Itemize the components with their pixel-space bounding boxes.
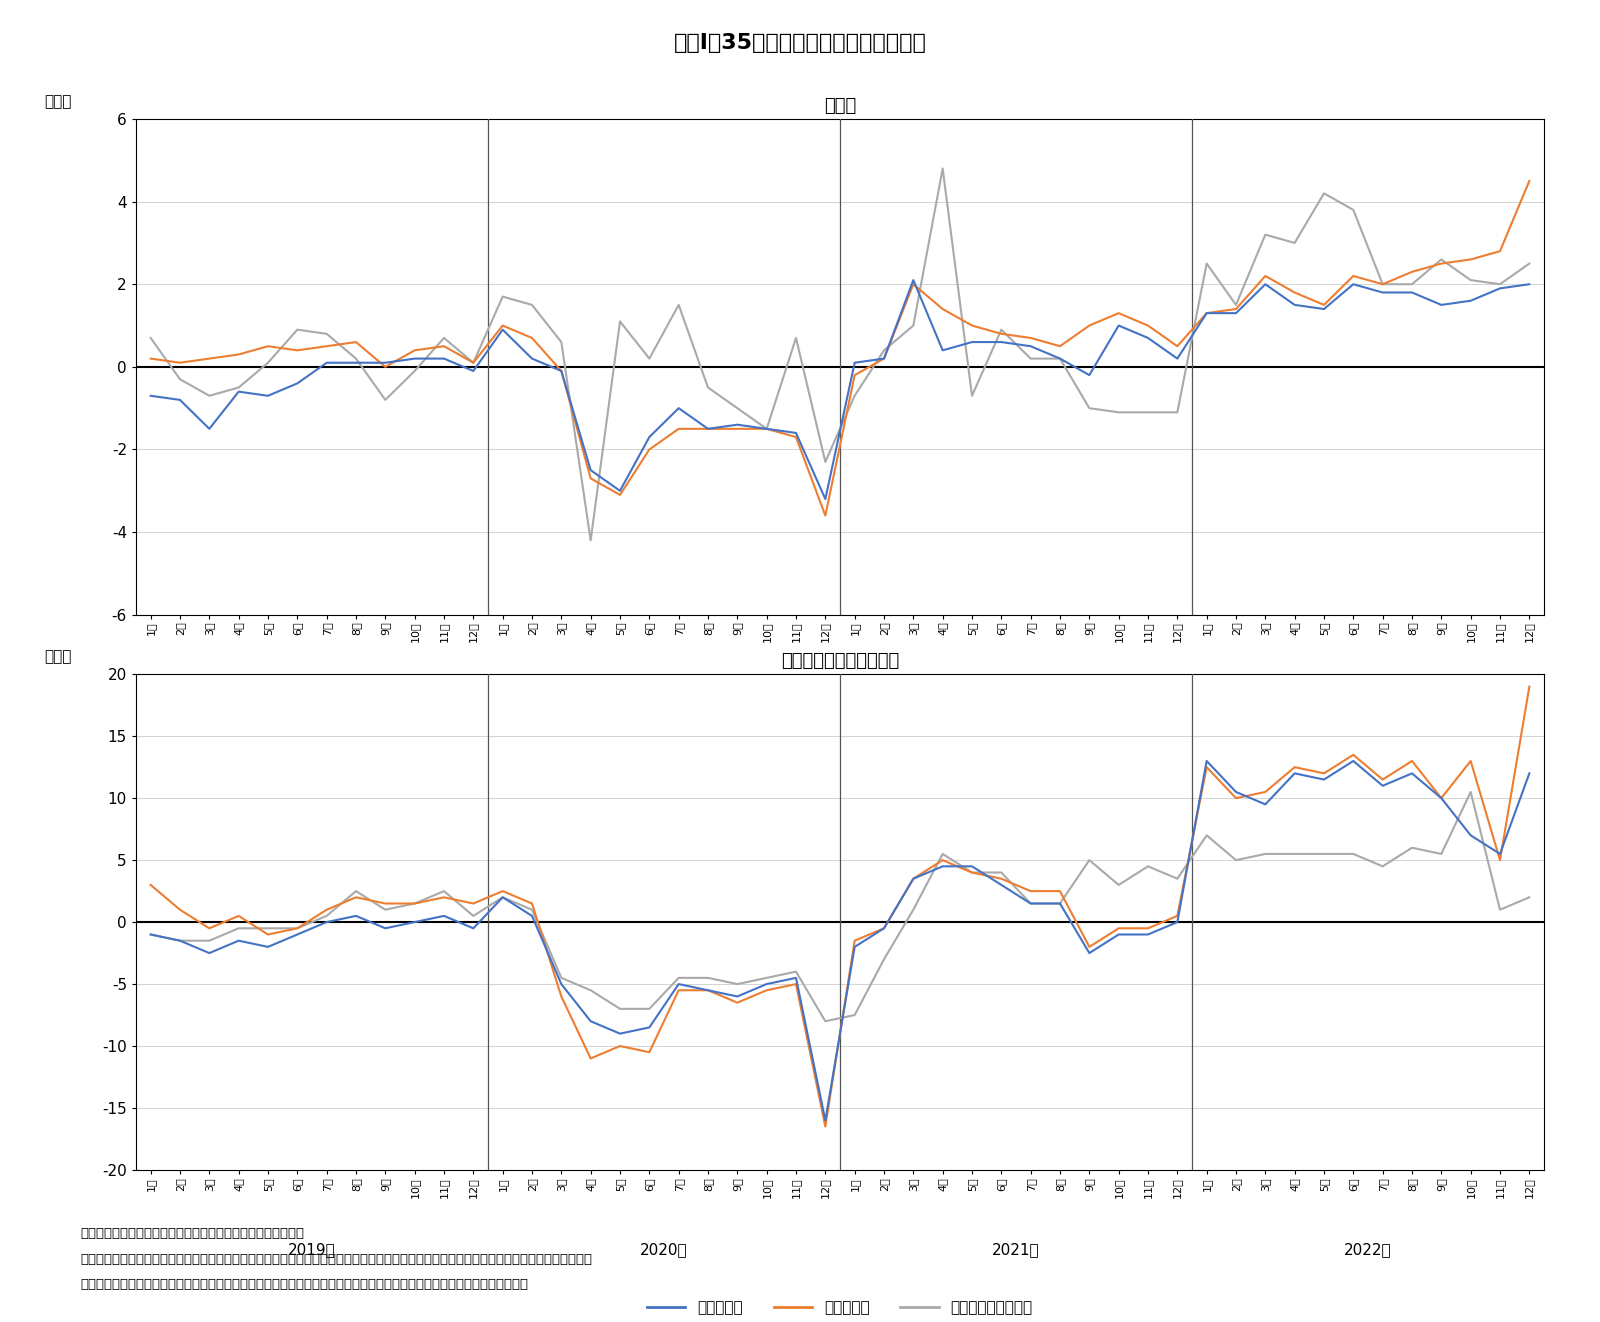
Text: 2019年: 2019年 — [288, 687, 336, 702]
Text: 2022年: 2022年 — [1344, 1243, 1392, 1257]
Text: 資料：厚生労働省「毎月勤労統計調査」に基づき観光庁作成。: 資料：厚生労働省「毎月勤労統計調査」に基づき観光庁作成。 — [80, 1227, 304, 1240]
Text: 2021年: 2021年 — [992, 687, 1040, 702]
Text: （％）: （％） — [45, 94, 72, 110]
Text: 2022年: 2022年 — [1344, 687, 1392, 702]
Text: 2020年: 2020年 — [640, 1243, 688, 1257]
Text: 2021年: 2021年 — [992, 1243, 1040, 1257]
Legend: 就業形態計, 一般労働者, パートタイム労働者: 就業形態計, 一般労働者, パートタイム労働者 — [642, 1294, 1038, 1321]
Text: 2020年: 2020年 — [640, 687, 688, 702]
Legend: 就業形態計, 一般労働者, パートタイム労働者: 就業形態計, 一般労働者, パートタイム労働者 — [642, 739, 1038, 765]
Title: 全産業: 全産業 — [824, 97, 856, 115]
Title: 宿泊業・飲食サービス業: 宿泊業・飲食サービス業 — [781, 652, 899, 670]
Text: 2019年: 2019年 — [288, 1243, 336, 1257]
Text: の対償として使用者が労働者に通貨で支払うもので、所得税、社会保険料、組合費、購買代金等を差し引く前の金額。: の対償として使用者が労働者に通貨で支払うもので、所得税、社会保険料、組合費、購買… — [80, 1278, 528, 1292]
Text: （％）: （％） — [45, 649, 72, 664]
Text: 図表Ⅰ－35　賃金の推移（前年同月比）: 図表Ⅰ－35 賃金の推移（前年同月比） — [674, 33, 926, 53]
Text: 注１：現金給与総額は、きまって支給する給与と特別に支払われた給与の合計額。賃金、給与、手当、賞与その他の名称の如何を問わず、労働: 注１：現金給与総額は、きまって支給する給与と特別に支払われた給与の合計額。賃金、… — [80, 1253, 592, 1266]
